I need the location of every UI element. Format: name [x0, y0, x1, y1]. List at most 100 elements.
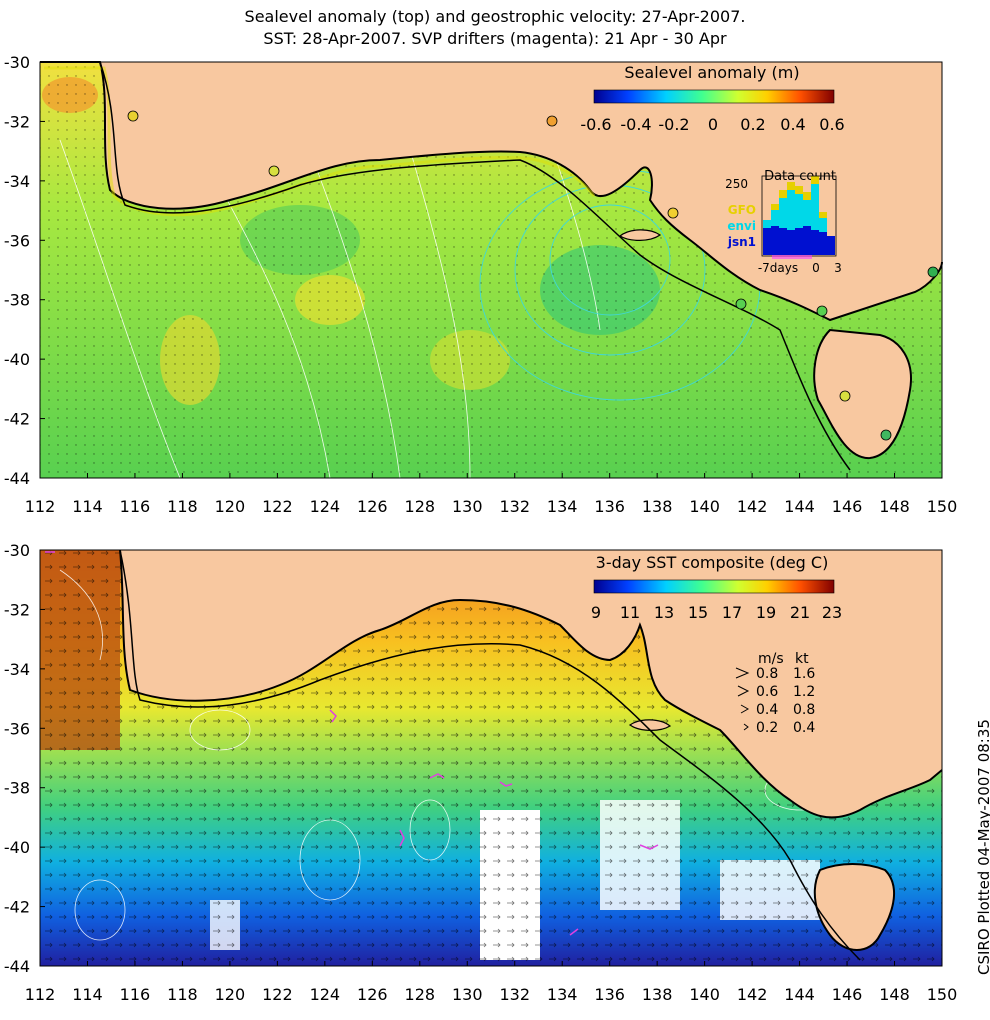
bottom-lon-tick-label: 136 [594, 985, 625, 1004]
legend-gfo: GFO [728, 203, 756, 217]
credit-text: CSIRO Plotted 04-May-2007 08:35 [975, 719, 990, 975]
top-lon-tick-label: 138 [642, 497, 673, 516]
bottom-lon-tick-label: 130 [452, 985, 483, 1004]
bottom-lon-tick-label: 138 [642, 985, 673, 1004]
inset-time-marker [772, 255, 812, 259]
top-lon-tick-label: 148 [879, 497, 910, 516]
sla-tick: 0.6 [819, 115, 844, 134]
top-lon-tick-label: 122 [262, 497, 293, 516]
tide-gauge-markers [127, 110, 939, 441]
sst-colorbar-ticks: 9 11 13 15 17 19 21 23 [591, 603, 842, 622]
vector-ms: 0.4 [756, 702, 778, 718]
inset-x-tick: 3 [834, 261, 842, 275]
vector-kt: 1.2 [793, 684, 815, 700]
top-lon-tick-label: 120 [215, 497, 246, 516]
sst-sla-contours [59, 569, 836, 941]
vector-arrow-04 [740, 704, 750, 714]
top-lon-tick-label: 134 [547, 497, 578, 516]
bottom-lon-tick-label: 150 [927, 985, 958, 1004]
top-lat-tick-label: -38 [4, 291, 30, 310]
vector-ms: 0.2 [756, 720, 778, 736]
vector-arrow-08 [735, 667, 750, 679]
sla-tick: -0.2 [658, 115, 689, 134]
top-lon-tick-label: 130 [452, 497, 483, 516]
top-lon-tick-label: 144 [784, 497, 815, 516]
bottom-lat-tick-label: -34 [4, 660, 30, 679]
bottom-lon-tick-label: 112 [25, 985, 56, 1004]
title-line-1: Sealevel anomaly (top) and geostrophic v… [244, 7, 746, 26]
inset-legend: GFO envi jsn1 [727, 203, 756, 249]
top-lon-tick-label: 136 [594, 497, 625, 516]
bottom-lon-tick-label: 142 [737, 985, 768, 1004]
sst-tick: 23 [822, 603, 842, 622]
shelf-break-line [119, 549, 861, 961]
top-lat-tick-label: -32 [4, 112, 30, 131]
top-lat-tick-label: -42 [4, 410, 30, 429]
shelf-break-line [99, 61, 851, 471]
bottom-lon-tick-label: 144 [784, 985, 815, 1004]
bottom-lon-tick-label: 128 [405, 985, 436, 1004]
bottom-lon-tick-label: 122 [262, 985, 293, 1004]
bottom-lat-tick-label: -38 [4, 779, 30, 798]
bottom-lat-tick-label: -42 [4, 898, 30, 917]
top-lat-tick-label: -40 [4, 350, 30, 369]
axes: 112 114 116 118 120 122 124 126 128 130 132 134 136 1… [4, 53, 957, 1004]
sla-tick: 0.4 [780, 115, 805, 134]
tasmania [813, 328, 912, 460]
svp-drifters [45, 551, 659, 936]
australia-mainland [40, 62, 942, 320]
bottom-map-frame [39, 549, 943, 967]
bottom-lon-tick-label: 120 [215, 985, 246, 1004]
top-lat-tick-label: -30 [4, 53, 30, 72]
top-panel: Sealevel anomaly (m) -0.6 -0.4 -0.2 0 0.… [39, 61, 943, 479]
vector-kt: 1.6 [793, 666, 815, 682]
vector-ms: 0.6 [756, 684, 778, 700]
top-lon-tick-label: 132 [499, 497, 530, 516]
bottom-lat-tick-label: -40 [4, 838, 30, 857]
bottom-lon-tick-label: 124 [310, 985, 341, 1004]
bottom-lat-tick-label: -44 [4, 957, 30, 976]
bottom-lon-tick-label: 116 [120, 985, 151, 1004]
vector-units-kt: kt [795, 651, 809, 667]
bottom-panel: 3-day SST composite (deg C) 9 11 13 15 1… [39, 549, 943, 967]
top-lon-tick-label: 150 [927, 497, 958, 516]
top-lon-tick-label: 146 [832, 497, 863, 516]
top-lon-tick-label: 118 [167, 497, 198, 516]
inset-bars [763, 176, 835, 255]
tasmania [813, 863, 896, 951]
top-lon-tick-label: 112 [25, 497, 56, 516]
top-lon-tick-label: 116 [120, 497, 151, 516]
bottom-lon-tick-label: 134 [547, 985, 578, 1004]
top-lon-tick-label: 124 [310, 497, 341, 516]
sla-tick: 0.2 [740, 115, 765, 134]
top-map-frame [39, 61, 943, 479]
bottom-lon-tick-label: 132 [499, 985, 530, 1004]
bottom-lat-tick-label: -32 [4, 600, 30, 619]
australia-mainland [40, 550, 942, 818]
title-line-2: SST: 28-Apr-2007. SVP drifters (magenta)… [263, 29, 727, 48]
vector-kt: 0.8 [793, 702, 815, 718]
data-count-inset: Data count 250 GFO envi jsn1 -7d [725, 169, 842, 275]
sla-tick: -0.6 [580, 115, 611, 134]
top-lon-tick-label: 142 [737, 497, 768, 516]
top-lat-tick-label: -34 [4, 172, 30, 191]
coastline [119, 549, 943, 819]
inset-y-tick: 250 [725, 177, 748, 191]
sst-tick: 9 [591, 603, 601, 622]
sst-tick: 15 [688, 603, 708, 622]
vector-arrow-02 [743, 723, 749, 731]
top-lon-tick-label: 128 [405, 497, 436, 516]
legend-envi: envi [727, 219, 756, 233]
sst-tick: 13 [654, 603, 674, 622]
vector-units-ms: m/s [758, 651, 784, 667]
sla-colorbar-title: Sealevel anomaly (m) [624, 63, 799, 82]
legend-jsn1: jsn1 [727, 235, 756, 249]
sst-tick: 11 [620, 603, 640, 622]
bottom-lat-tick-label: -36 [4, 719, 30, 738]
bottom-lon-tick-label: 126 [357, 985, 388, 1004]
sla-tick: 0 [708, 115, 718, 134]
inset-title: Data count [764, 169, 836, 184]
bottom-lon-tick-label: 114 [72, 985, 103, 1004]
inset-x-tick: -7days [758, 261, 798, 275]
